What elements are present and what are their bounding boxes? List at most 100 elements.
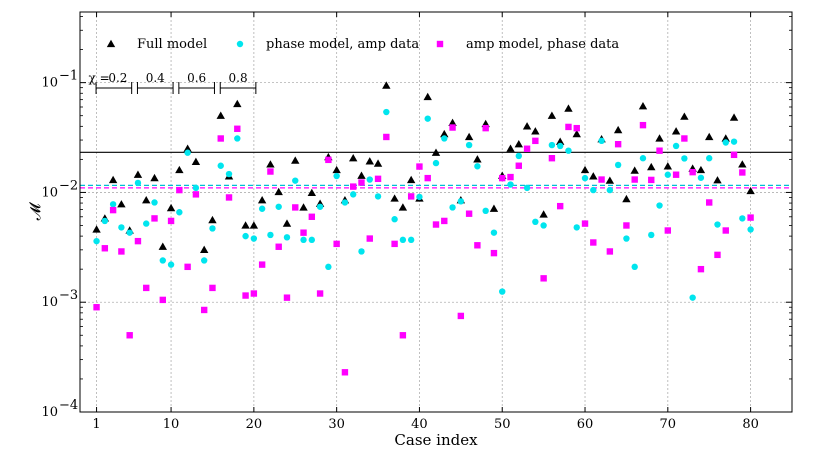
phase-model-amp-data-point xyxy=(449,204,456,211)
amp-model-phase-data-point xyxy=(109,206,117,214)
amp-model-phase-data-point xyxy=(167,217,175,225)
full-model-point xyxy=(638,102,648,110)
amp-model-phase-data-point xyxy=(672,171,680,178)
amp-model-phase-data-point xyxy=(706,199,713,206)
amp-model-phase-data-point xyxy=(325,156,332,164)
x-tick-label: 50 xyxy=(494,417,511,432)
amp-model-phase-data-point xyxy=(300,229,307,236)
phase-model-amp-data-point xyxy=(424,115,431,122)
phase-model-amp-data-point xyxy=(432,159,440,167)
phase-model-amp-data-point xyxy=(465,141,473,149)
chi-label: 0.4 xyxy=(146,71,165,85)
amp-model-phase-data-point xyxy=(250,290,258,297)
amp-model-phase-data-point xyxy=(358,179,365,186)
phase-model-amp-data-point xyxy=(714,221,721,228)
phase-model-amp-data-point xyxy=(167,261,175,268)
amp-model-phase-data-point xyxy=(267,168,274,175)
amp-model-phase-data-point xyxy=(93,304,100,311)
full-model-point xyxy=(572,129,581,138)
full-model-point xyxy=(166,203,176,212)
legend-label: phase model, amp data xyxy=(266,37,419,52)
phase-model-amp-data-point xyxy=(159,257,166,264)
full-model-point xyxy=(257,195,267,204)
phase-model-amp-data-point xyxy=(565,147,572,154)
phase-model-amp-data-point xyxy=(93,237,100,245)
full-model-point xyxy=(390,194,399,202)
amp-model-phase-data-point xyxy=(689,168,696,176)
phase-model-amp-data-point xyxy=(681,155,688,162)
phase-model-amp-data-point xyxy=(209,225,216,232)
full-model-point xyxy=(605,176,615,184)
phase-model-amp-data-point xyxy=(706,155,713,162)
chi-label: 0.2 xyxy=(108,71,127,85)
x-tick-label: 40 xyxy=(411,417,428,432)
amp-model-phase-data-point xyxy=(730,151,738,159)
full-model-point xyxy=(233,99,242,108)
amp-model-phase-data-point xyxy=(474,242,481,249)
full-model-point xyxy=(539,210,548,218)
amp-model-phase-data-point xyxy=(366,235,373,242)
chi-group-annotations: χ =0.2 0.4 0.6 0.8 xyxy=(89,71,257,94)
full-model-point xyxy=(580,165,590,174)
amp-model-phase-data-point xyxy=(159,296,166,304)
amp-model-phase-data-point xyxy=(184,263,191,271)
amp-model-phase-data-point xyxy=(490,249,498,257)
amp-model-phase-data-point xyxy=(258,261,266,268)
full-model-point xyxy=(117,200,126,208)
phase-model-amp-data-point xyxy=(598,137,605,145)
y-axis-label: 𝓜 xyxy=(26,201,44,220)
phase-model-amp-data-point xyxy=(623,235,630,242)
phase-model-amp-data-point xyxy=(540,222,547,229)
full-model-point xyxy=(216,111,225,119)
full-model-point xyxy=(208,215,217,224)
amp-model-phase-data-point xyxy=(515,162,522,169)
full-model-point xyxy=(647,162,656,171)
full-model-point xyxy=(282,219,292,227)
amp-model-phase-data-point xyxy=(126,332,133,339)
phase-model-amp-data-point xyxy=(697,174,705,181)
full-model-point xyxy=(431,148,441,156)
amp-model-phase-data-point xyxy=(416,163,423,170)
full-model-point xyxy=(299,203,308,211)
full-model-point xyxy=(423,92,432,101)
phase-model-amp-data-point xyxy=(532,218,539,226)
legend-marker xyxy=(436,40,444,48)
amp-model-phase-data-point xyxy=(292,204,299,211)
amp-model-phase-data-point xyxy=(143,284,150,292)
full-model-point xyxy=(738,160,747,168)
y-tick-label: 10 xyxy=(41,76,58,91)
y-tick-exponent: −3 xyxy=(59,288,78,303)
full-model-point xyxy=(199,245,209,253)
amp-model-phase-data-point xyxy=(639,121,647,129)
full-model-point xyxy=(746,186,755,195)
full-model-point xyxy=(721,134,730,142)
amp-model-phase-data-point xyxy=(499,174,506,182)
amp-model-phase-data-point xyxy=(399,332,407,339)
full-model-point xyxy=(398,203,408,211)
phase-model-amp-data-point xyxy=(631,263,638,271)
phase-model-amp-data-point xyxy=(176,209,183,216)
amp-model-phase-data-point xyxy=(681,135,688,142)
phase-model-amp-data-point xyxy=(300,236,307,244)
phase-model-amp-data-point xyxy=(499,288,506,295)
legend-marker xyxy=(106,39,116,48)
phase-model-amp-data-point xyxy=(689,294,696,301)
phase-model-amp-data-point xyxy=(275,203,282,210)
amp-model-phase-data-point xyxy=(540,275,547,282)
phase-model-amp-data-point xyxy=(358,248,365,255)
full-model-point xyxy=(555,137,565,145)
phase-model-amp-data-point xyxy=(350,191,357,198)
y-tick-label: 10 xyxy=(41,405,58,420)
full-model-point xyxy=(473,155,482,163)
phase-model-amp-data-point xyxy=(184,149,191,156)
amp-model-phase-data-point xyxy=(697,265,705,273)
y-tick-label: 10 xyxy=(41,185,58,200)
phase-model-amp-data-point xyxy=(126,229,133,236)
amp-model-phase-data-point xyxy=(101,245,109,252)
phase-model-amp-data-point xyxy=(590,186,597,194)
phase-model-amp-data-point xyxy=(118,224,125,231)
full-model-point xyxy=(108,175,118,184)
y-tick-exponent: −1 xyxy=(59,69,78,84)
x-tick-label: 70 xyxy=(660,417,677,432)
phase-model-amp-data-point xyxy=(581,174,589,182)
